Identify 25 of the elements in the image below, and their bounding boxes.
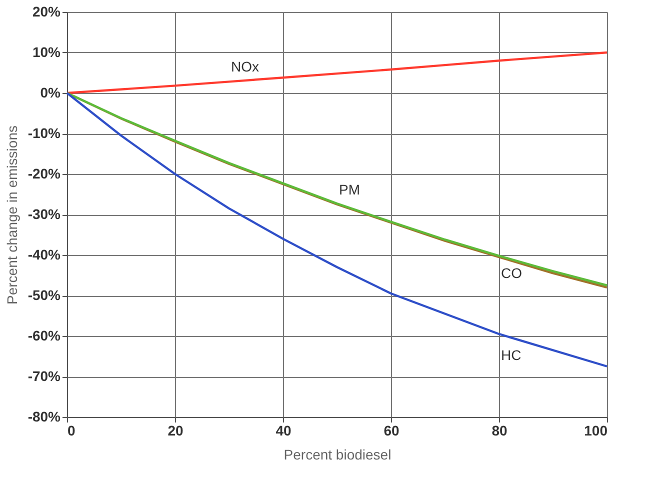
x-tick-label: 60 — [384, 422, 400, 438]
y-tick-label: -70% — [28, 368, 62, 384]
y-tick-label: -60% — [28, 328, 62, 344]
series-label: HC — [501, 346, 522, 363]
x-tick-label: 20 — [168, 422, 184, 438]
y-tick-label: -10% — [28, 125, 62, 141]
y-tick-label: -30% — [28, 206, 62, 222]
x-tick-label: 100 — [584, 422, 608, 438]
y-tick-label: -80% — [28, 408, 62, 424]
series-label: NOx — [231, 58, 259, 75]
y-tick-label: -50% — [28, 287, 62, 303]
series-label: PM — [339, 181, 360, 198]
line-series — [66, 51, 608, 94]
x-tick-label: 0 — [68, 422, 76, 438]
line-series — [66, 92, 608, 368]
y-tick-label: -20% — [28, 166, 62, 182]
series-label: CO — [501, 264, 522, 281]
y-tick-label: 20% — [32, 4, 62, 20]
y-axis-title: Percent change in emissions — [4, 126, 20, 304]
x-axis-title: Percent biodiesel — [284, 446, 392, 462]
x-tick-label: 80 — [492, 422, 508, 438]
y-tick-label: -40% — [28, 246, 62, 262]
x-tick-label: 40 — [276, 422, 292, 438]
y-tick-label: 10% — [32, 44, 62, 60]
y-tick-label: 0% — [40, 84, 62, 100]
